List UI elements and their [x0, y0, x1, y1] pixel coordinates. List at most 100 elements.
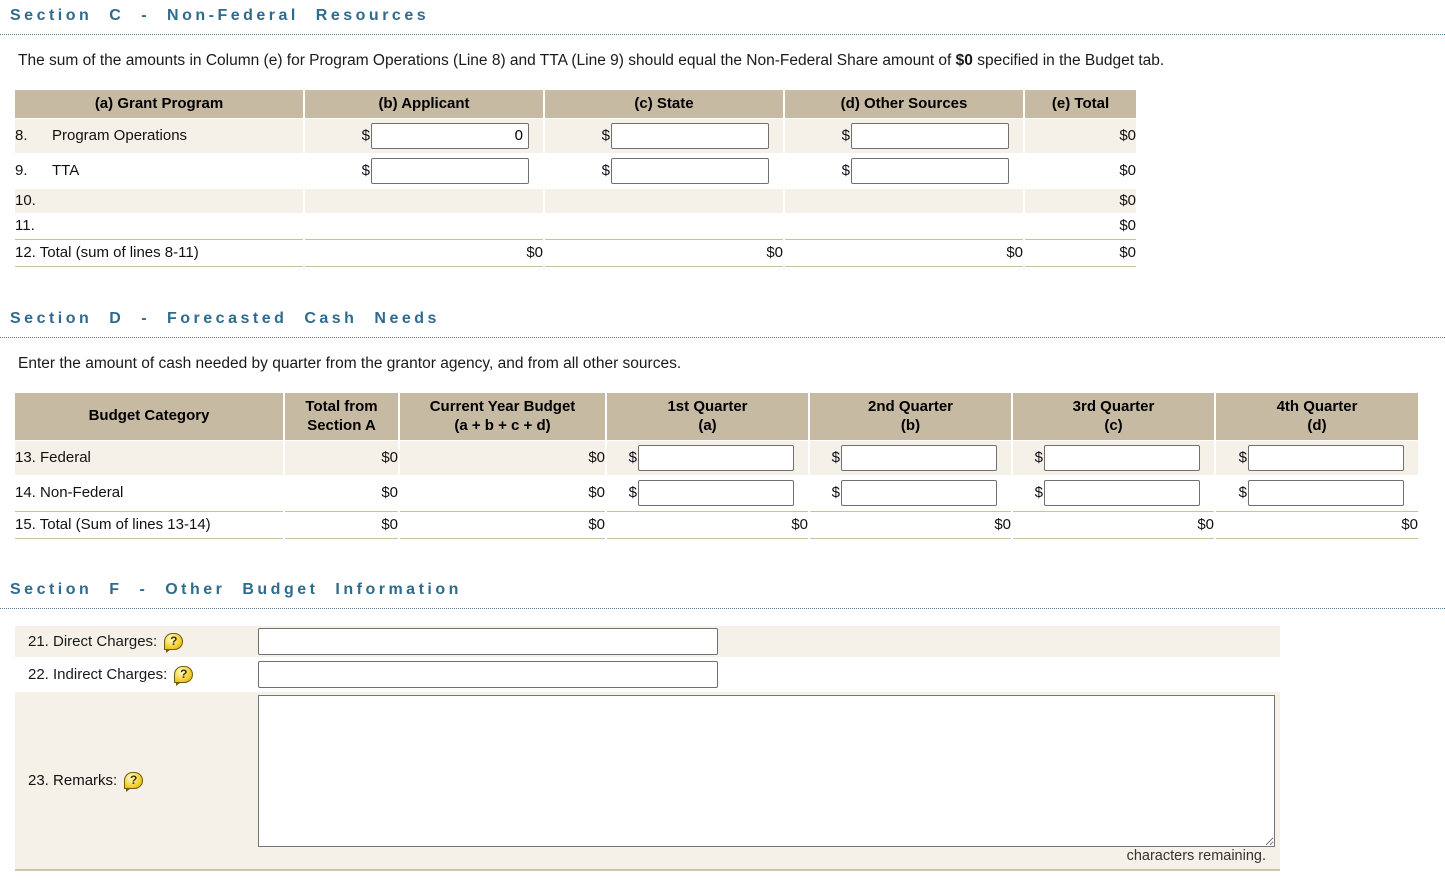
q4-cell: $: [1216, 476, 1418, 510]
line8-state-input[interactable]: [611, 122, 769, 149]
col-header-3rd-quarter: 3rd Quarter (c): [1013, 392, 1214, 440]
row-label-cell: 11.: [15, 214, 303, 238]
row-label-cell: 10.: [15, 188, 303, 213]
row-label: Program Operations: [52, 127, 188, 144]
non-federal-share-amount: $0: [955, 52, 973, 69]
total-row-label: 12. Total (sum of lines 8-11): [15, 238, 303, 267]
row-label: 14. Non-Federal: [15, 484, 124, 501]
line13-q3-input[interactable]: [1044, 444, 1200, 471]
col-header-other-sources: (d) Other Sources: [785, 90, 1023, 118]
direct-charges-row: 21. Direct Charges: ?: [15, 625, 1280, 657]
other-sources-cell: $: [785, 154, 1023, 188]
line13-total-section-a: $0: [285, 440, 398, 475]
line12-grand-total: $0: [1025, 238, 1136, 267]
section-f-title: Section F - Other Budget Information: [0, 581, 1445, 609]
state-cell: $: [545, 154, 783, 188]
direct-charges-help-icon[interactable]: ?: [164, 632, 184, 653]
line10-total: $0: [1025, 188, 1136, 213]
empty-cell: [305, 188, 543, 213]
remarks-label: 23. Remarks:: [28, 771, 118, 789]
line-number: 11.: [15, 217, 35, 234]
line14-q4-input[interactable]: [1248, 479, 1404, 506]
q1-cell: $: [607, 440, 808, 475]
line9-applicant-input[interactable]: [371, 157, 529, 184]
table-row-line8: 8. Program Operations $ $ $ $0: [15, 118, 1136, 153]
remarks-textarea[interactable]: [258, 694, 1275, 847]
line13-q4-input[interactable]: [1248, 444, 1404, 471]
empty-cell: [305, 214, 543, 238]
section-c-desc-tail: specified in the Budget tab.: [972, 52, 1165, 69]
empty-cell: [545, 214, 783, 238]
line8-other-sources-input[interactable]: [851, 122, 1009, 149]
table-row-line14-non-federal: 14. Non-Federal $0 $0 $ $ $ $: [15, 476, 1418, 510]
direct-charges-label: 21. Direct Charges:: [28, 632, 158, 650]
dollar-sign: $: [601, 162, 610, 179]
line14-q3-input[interactable]: [1044, 479, 1200, 506]
dollar-sign: $: [601, 127, 610, 144]
dollar-sign: $: [1034, 484, 1043, 501]
dollar-sign: $: [628, 484, 637, 501]
line15-q3-total: $0: [1013, 510, 1214, 539]
col-header-1st-quarter: 1st Quarter (a): [607, 392, 808, 440]
line8-total: $0: [1025, 118, 1136, 153]
q2-cell: $: [810, 476, 1011, 510]
line8-applicant-input[interactable]: [371, 122, 529, 149]
dollar-sign: $: [841, 162, 850, 179]
table-row-line9: 9. TTA $ $ $ $0: [15, 154, 1136, 188]
col-header-4th-quarter: 4th Quarter (d): [1216, 392, 1418, 440]
dollar-sign: $: [1238, 449, 1247, 466]
line15-q4-total: $0: [1216, 510, 1418, 539]
line13-q1-input[interactable]: [638, 444, 794, 471]
dollar-sign: $: [841, 127, 850, 144]
line12-applicant-total: $0: [305, 238, 543, 267]
col-header-total-from-section-a: Total from Section A: [285, 392, 398, 440]
indirect-charges-input[interactable]: [258, 660, 718, 688]
line14-q1-input[interactable]: [638, 479, 794, 506]
row-label-cell: 8. Program Operations: [15, 118, 303, 153]
dollar-sign: $: [831, 484, 840, 501]
indirect-charges-help-icon[interactable]: ?: [174, 665, 194, 686]
remarks-row: 23. Remarks: ? characters remaining.: [15, 691, 1280, 869]
dollar-sign: $: [1238, 484, 1247, 501]
dollar-sign: $: [361, 162, 370, 179]
other-budget-information-form: 21. Direct Charges: ? 22. Indirect Charg…: [15, 625, 1280, 871]
applicant-cell: $: [305, 118, 543, 153]
line14-q2-input[interactable]: [841, 479, 997, 506]
line11-total: $0: [1119, 217, 1136, 234]
q4-cell: $: [1216, 440, 1418, 475]
row-label: TTA: [52, 162, 80, 179]
line13-q2-input[interactable]: [841, 444, 997, 471]
remarks-help-icon[interactable]: ?: [124, 771, 144, 792]
q3-cell: $: [1013, 440, 1214, 475]
table-header-row: Budget Category Total from Section A Curr…: [15, 392, 1418, 440]
state-cell: $: [545, 118, 783, 153]
table-row-line15-total: 15. Total (Sum of lines 13-14) $0 $0 $0 …: [15, 510, 1418, 539]
empty-cell: [785, 188, 1023, 213]
table-row-line13-federal: 13. Federal $0 $0 $ $ $ $: [15, 440, 1418, 475]
line12-other-sources-total: $0: [785, 238, 1023, 267]
section-c-description: The sum of the amounts in Column (e) for…: [18, 52, 1445, 70]
line9-other-sources-input[interactable]: [851, 157, 1009, 184]
table-header-row: (a) Grant Program (b) Applicant (c) Stat…: [15, 90, 1136, 118]
line-number: 9.: [15, 162, 28, 179]
line9-state-input[interactable]: [611, 157, 769, 184]
table-row-line10: 10. $0: [15, 188, 1136, 213]
section-c-non-federal-resources: Section C - Non-Federal Resources The su…: [0, 7, 1445, 268]
q3-cell: $: [1013, 476, 1214, 510]
section-c-title: Section C - Non-Federal Resources: [0, 7, 1445, 35]
remarks-content: characters remaining.: [258, 692, 1280, 869]
line13-current-year: $0: [400, 440, 605, 475]
dollar-sign: $: [831, 449, 840, 466]
indirect-charges-label: 22. Indirect Charges:: [28, 665, 168, 683]
col-header-2nd-quarter: 2nd Quarter (b): [810, 392, 1011, 440]
indirect-charges-label-cell: 22. Indirect Charges: ?: [15, 665, 258, 686]
direct-charges-input[interactable]: [258, 627, 718, 655]
section-d-title: Section D - Forecasted Cash Needs: [0, 310, 1445, 338]
table-row-line12-total: 12. Total (sum of lines 8-11) $0 $0 $0 $…: [15, 238, 1136, 267]
dollar-sign: $: [1034, 449, 1043, 466]
line14-current-year: $0: [588, 484, 605, 501]
characters-remaining-note: characters remaining.: [1126, 847, 1266, 864]
q2-cell: $: [810, 440, 1011, 475]
section-d-forecasted-cash-needs: Section D - Forecasted Cash Needs Enter …: [0, 310, 1445, 540]
